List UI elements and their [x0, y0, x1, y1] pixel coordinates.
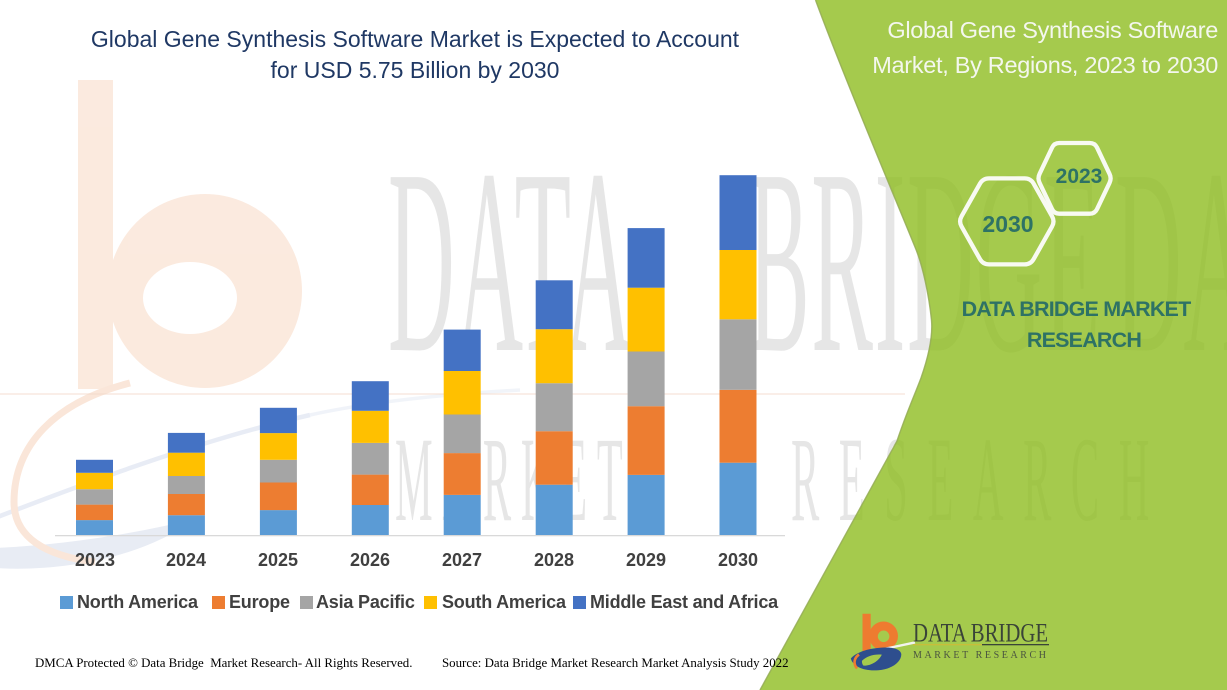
svg-text:DATA BRIDGE: DATA BRIDGE	[913, 619, 1048, 648]
svg-text:MARKET RESEARCH: MARKET RESEARCH	[913, 650, 1046, 661]
svg-text:DATA: DATA	[388, 115, 634, 407]
svg-text:MARKET: MARKET	[395, 412, 633, 547]
